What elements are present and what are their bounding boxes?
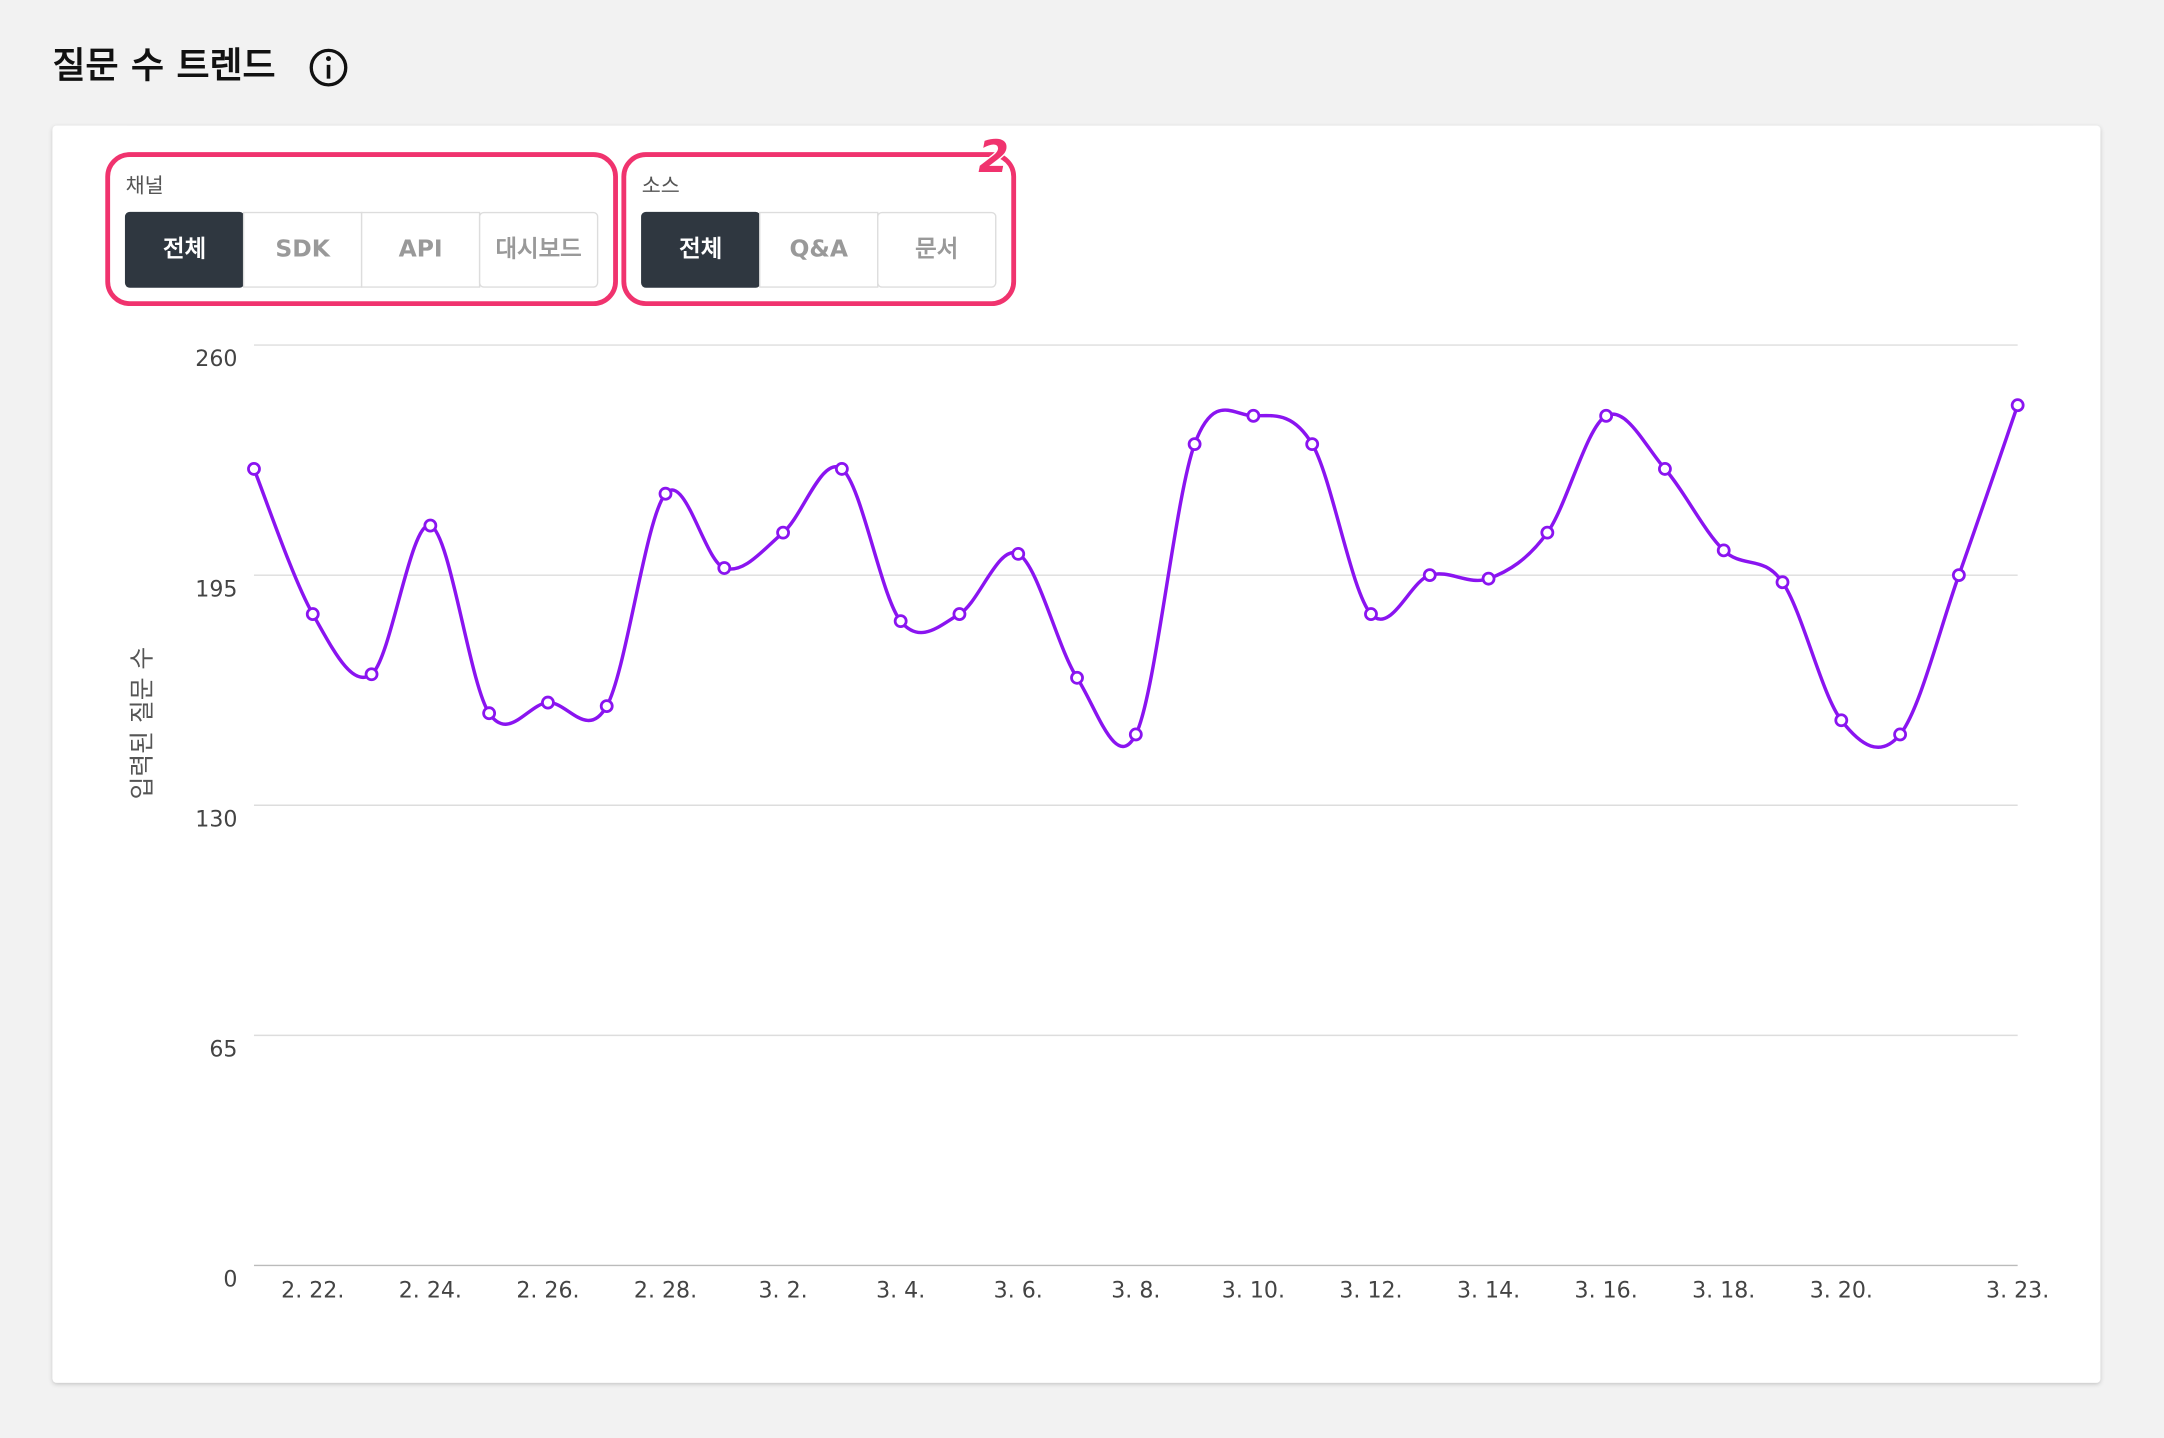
- filter-label: 소스: [642, 173, 680, 197]
- x-tick-label: 2. 24.: [399, 1279, 462, 1304]
- highlight-box: [105, 152, 618, 307]
- point[interactable]: [1305, 437, 1320, 452]
- point[interactable]: [482, 706, 497, 721]
- point[interactable]: [658, 486, 673, 501]
- x-tick-label: 2. 22.: [281, 1279, 344, 1304]
- point[interactable]: [423, 518, 438, 533]
- filter-button[interactable]: [242, 211, 363, 288]
- highlight-box: [621, 152, 1017, 307]
- filter-option[interactable]: Q&A: [789, 234, 848, 262]
- point[interactable]: [1775, 575, 1790, 590]
- point[interactable]: [1364, 607, 1378, 621]
- y-axis-label: 입력된 질문 수: [128, 647, 157, 800]
- point[interactable]: [541, 695, 555, 710]
- filter-option[interactable]: 문서: [915, 234, 958, 262]
- filter-button[interactable]: [877, 211, 997, 288]
- point[interactable]: [1187, 437, 1202, 452]
- point[interactable]: [1128, 727, 1143, 742]
- point[interactable]: [1599, 408, 1614, 423]
- y-tick-label: 260: [195, 347, 237, 372]
- filter-button[interactable]: [360, 211, 481, 288]
- x-tick-label: 3. 6.: [994, 1279, 1043, 1304]
- x-tick-label: 3. 23.: [1986, 1279, 2049, 1304]
- x-tick-label: 3. 2.: [759, 1279, 808, 1304]
- point[interactable]: [1422, 568, 1437, 583]
- x-tick-label: 3. 12.: [1339, 1279, 1402, 1304]
- x-tick-label: 3. 16.: [1575, 1279, 1638, 1304]
- point[interactable]: [776, 525, 790, 540]
- point[interactable]: [1070, 670, 1084, 685]
- x-tick-label: 3. 10.: [1222, 1279, 1285, 1304]
- point[interactable]: [717, 561, 732, 575]
- y-tick-label: 0: [223, 1268, 237, 1293]
- card: [52, 125, 2101, 1383]
- point[interactable]: [247, 462, 261, 476]
- filter-label: 채널: [126, 173, 164, 197]
- x-tick-label: 3. 8.: [1111, 1279, 1160, 1304]
- x-tick-label: 3. 18.: [1692, 1279, 1755, 1304]
- page-title: 질문 수 트렌드: [52, 46, 275, 87]
- info-icon[interactable]: [309, 48, 348, 87]
- point[interactable]: [1011, 546, 1026, 561]
- point[interactable]: [1951, 568, 1966, 583]
- point[interactable]: [1246, 408, 1261, 423]
- point[interactable]: [1716, 543, 1731, 558]
- filter-option[interactable]: 대시보드: [495, 234, 581, 262]
- y-tick-label: 195: [195, 577, 237, 602]
- filter-option[interactable]: 전체: [163, 234, 206, 262]
- point[interactable]: [305, 607, 320, 621]
- x-tick-label: 2. 28.: [634, 1279, 697, 1304]
- x-tick-label: 3. 4.: [876, 1279, 925, 1304]
- point[interactable]: [1834, 713, 1849, 728]
- point[interactable]: [364, 667, 379, 682]
- point[interactable]: [834, 462, 849, 476]
- point[interactable]: [1658, 462, 1672, 476]
- filter-option[interactable]: API: [399, 234, 443, 262]
- filter-button[interactable]: [478, 211, 599, 288]
- annotation-badge: 2: [978, 132, 1009, 183]
- point[interactable]: [2010, 398, 2025, 413]
- point[interactable]: [599, 699, 614, 714]
- x-tick-label: 3. 14.: [1457, 1279, 1520, 1304]
- filter-option[interactable]: 전체: [679, 234, 722, 262]
- point[interactable]: [952, 607, 967, 621]
- point[interactable]: [1540, 525, 1555, 540]
- x-tick-label: 3. 20.: [1810, 1279, 1873, 1304]
- point[interactable]: [1893, 727, 1907, 742]
- y-tick-label: 65: [209, 1038, 237, 1063]
- y-tick-label: 130: [195, 807, 237, 832]
- point[interactable]: [893, 614, 908, 629]
- x-tick-label: 2. 26.: [516, 1279, 579, 1304]
- point[interactable]: [1481, 571, 1496, 586]
- filter-option[interactable]: SDK: [275, 234, 330, 262]
- chart: 0 65 130 195 260 입력된 질문 수 2. 22. 2. 24. 2. 26. 2.…: [128, 344, 2049, 1304]
